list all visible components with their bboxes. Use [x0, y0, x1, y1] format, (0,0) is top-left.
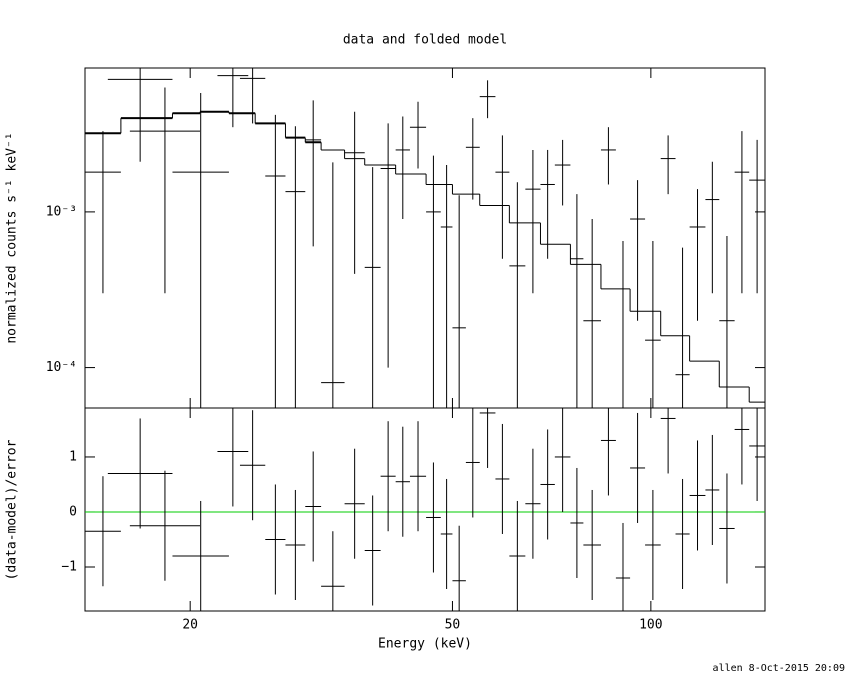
x-tick-label: 100	[639, 618, 662, 633]
y-tick-label: 10⁻³	[46, 204, 77, 219]
x-tick-label: 50	[445, 618, 461, 633]
y-tick-label: 1	[69, 449, 77, 464]
x-axis-label: Energy (keV)	[378, 637, 472, 652]
frame	[84, 67, 766, 409]
y-tick-label: 0	[69, 504, 77, 519]
y-axis-label: normalized counts s⁻¹ keV⁻¹	[5, 132, 20, 343]
frame	[84, 407, 766, 612]
x-tick-label: 20	[182, 618, 198, 633]
y-tick-label: 10⁻⁴	[46, 360, 77, 375]
chart-title: data and folded model	[343, 33, 507, 48]
y-axis-label: (data-model)/error	[5, 439, 20, 580]
footer: allen 8-Oct-2015 20:09	[713, 663, 845, 674]
y-tick-label: −1	[61, 559, 77, 574]
